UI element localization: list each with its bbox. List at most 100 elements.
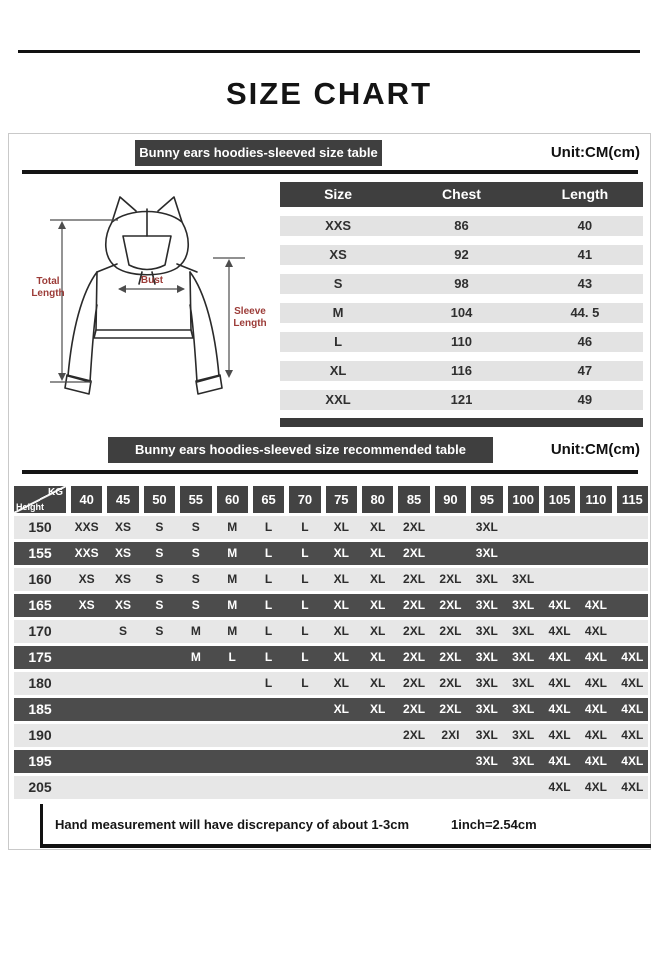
weight-column-header: 55 xyxy=(180,486,212,513)
size-recommendation-cell: L xyxy=(228,650,236,664)
recommended-table-row: 180 L L XL XL 2XL 2XL 3XL 3XL 4XL 4XL 4XL xyxy=(14,672,648,695)
sleeve-length-label: Sleeve Length xyxy=(233,306,267,329)
weight-column-header: 80 xyxy=(362,486,394,513)
length-cell: 49 xyxy=(577,392,593,407)
chest-cell: 110 xyxy=(451,334,472,349)
weight-column-header: 45 xyxy=(107,486,139,513)
weight-column-header: 50 xyxy=(143,486,176,513)
drawstrings xyxy=(138,271,156,285)
size-recommendation-cell xyxy=(471,776,502,799)
recommended-table: KG Height 40 45 50 55 60 65 70 75 80 85 90 95 100 105… xyxy=(14,486,648,799)
height-cell: 190 xyxy=(28,727,52,743)
size-recommendation-cell: L xyxy=(264,520,273,534)
recommended-table-row: 170 S S M M L L XL XL 2XL 2XL 3XL 3XL 4XL 4XL xyxy=(14,620,648,643)
size-recommendation-cell: 2XL xyxy=(439,676,462,690)
size-recommendation-cell: 4XL xyxy=(548,728,571,742)
size-column-header: Length xyxy=(561,186,609,202)
size-recommendation-cell: XL xyxy=(333,676,349,690)
shoulder-right xyxy=(176,263,198,273)
size-recommendation-cell: 4XL xyxy=(621,780,644,794)
content-frame xyxy=(8,133,651,850)
size-recommendation-cell xyxy=(107,698,138,721)
sleeve-left xyxy=(67,271,98,383)
weight-column-header: 105 xyxy=(543,486,576,513)
size-recommendation-cell: 4XL xyxy=(548,702,571,716)
size-table-row: XXL 121 49 xyxy=(280,390,643,410)
size-recommendation-cell: 2XL xyxy=(403,546,426,560)
size-recommendation-cell: XL xyxy=(333,702,349,716)
size-recommendation-cell: XL xyxy=(370,598,386,612)
size-recommendation-cell: 2XL xyxy=(403,728,426,742)
size-recommendation-cell xyxy=(107,750,138,773)
size-recommendation-cell: 3XL xyxy=(512,754,535,768)
page-title: SIZE CHART xyxy=(226,76,432,111)
unit-label-top: Unit:CM(cm) xyxy=(550,144,640,161)
height-cell: 195 xyxy=(28,753,52,769)
sleeve-right xyxy=(189,271,220,383)
recommended-table-row: 175 M L L L XL XL 2XL 2XL 3XL 3XL 4XL 4XL 4XL xyxy=(14,646,648,669)
size-recommendation-cell: L xyxy=(264,598,273,612)
recommended-table-row: 190 2XL 2XI 3XL 3XL 4XL 4XL 4XL xyxy=(14,724,648,747)
size-recommendation-cell xyxy=(217,750,248,773)
size-recommendation-cell xyxy=(107,724,138,747)
corner-cell: KG Height xyxy=(14,486,66,513)
chest-cell: 92 xyxy=(454,247,469,262)
size-recommendation-cell: 4XL xyxy=(548,598,571,612)
recommended-table-row: 165 XS XS S S M L L XL XL 2XL 2XL 3XL 3XL 4XL 4XL xyxy=(14,594,648,617)
size-recommendation-cell xyxy=(217,776,248,799)
size-recommendation-cell: 4XL xyxy=(584,728,607,742)
weight-column-header: 85 xyxy=(398,486,430,513)
size-recommendation-cell xyxy=(544,568,575,591)
divider-rule-1 xyxy=(22,170,638,174)
size-recommendation-cell: 4XL xyxy=(548,754,571,768)
size-recommendation-cell: 2XL xyxy=(403,650,426,664)
size-recommendation-cell xyxy=(544,516,575,539)
size-recommendation-cell xyxy=(180,672,211,695)
corner-kg-label: KG xyxy=(48,487,63,498)
size-recommendation-cell: M xyxy=(227,520,238,534)
size-recommendation-cell xyxy=(180,776,211,799)
size-recommendation-cell xyxy=(253,698,284,721)
size-recommendation-cell: XL xyxy=(370,624,386,638)
size-recommendation-cell xyxy=(217,698,248,721)
size-recommendation-cell: 4XL xyxy=(548,780,571,794)
divider-rule-2 xyxy=(22,470,638,474)
size-cell: XXS xyxy=(325,218,352,233)
length-cell: 44. 5 xyxy=(570,305,600,320)
size-recommendation-cell: 3XL xyxy=(512,676,535,690)
size-recommendation-cell xyxy=(71,750,102,773)
size-recommendation-cell xyxy=(617,542,648,565)
size-cell: XXL xyxy=(325,392,351,407)
size-recommendation-cell xyxy=(71,672,102,695)
size-recommendation-cell xyxy=(580,568,611,591)
top-divider xyxy=(18,50,640,53)
size-recommendation-cell xyxy=(71,776,102,799)
chest-cell: 86 xyxy=(454,218,469,233)
cuff-left xyxy=(64,374,92,395)
size-recommendation-cell xyxy=(107,646,138,669)
size-recommendation-cell: 3XL xyxy=(512,624,535,638)
size-table-header-bar: Bunny ears hoodies-sleeved size table xyxy=(135,140,382,166)
hood-outline xyxy=(105,210,189,276)
weight-column-header: 110 xyxy=(580,486,612,513)
size-recommendation-cell xyxy=(144,698,175,721)
size-recommendation-cell xyxy=(362,724,393,747)
height-cell: 170 xyxy=(28,623,52,639)
recommended-table-row: 205 4XL 4XL 4XL xyxy=(14,776,648,799)
size-recommendation-cell: 4XL xyxy=(584,650,607,664)
size-recommendation-cell: 4XL xyxy=(584,676,607,690)
recommended-table-row: 195 3XL 3XL 4XL 4XL 4XL xyxy=(14,750,648,773)
weight-column-header: 40 xyxy=(71,486,103,513)
size-recommendation-cell: 2XL xyxy=(403,676,426,690)
length-cell: 41 xyxy=(577,247,593,262)
size-recommendation-cell: L xyxy=(301,676,309,690)
height-cell: 205 xyxy=(28,779,52,795)
size-recommendation-cell: XL xyxy=(370,520,386,534)
size-column-header: Size xyxy=(324,186,353,202)
size-recommendation-cell xyxy=(71,724,102,747)
size-table-row: XXS 86 40 xyxy=(280,216,643,236)
size-recommendation-cell: XXS xyxy=(74,546,99,560)
size-recommendation-cell: 2XL xyxy=(403,520,426,534)
weight-column-header: 60 xyxy=(216,486,248,513)
